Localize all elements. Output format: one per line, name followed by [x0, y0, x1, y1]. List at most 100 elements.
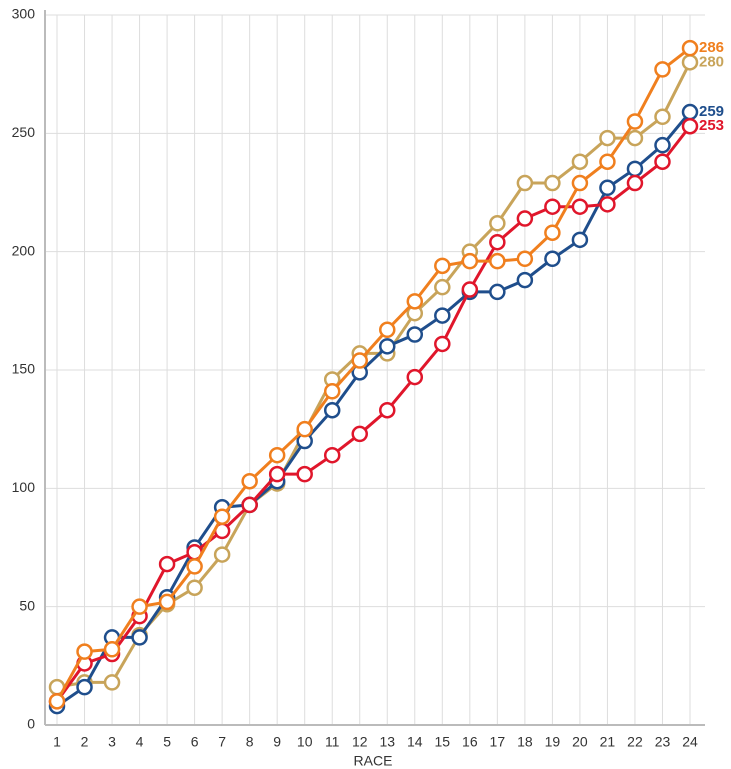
- point: [296, 465, 313, 483]
- x-tick-label: 17: [490, 734, 506, 750]
- point: [681, 117, 699, 135]
- point: [681, 103, 699, 121]
- y-tick-label: 200: [12, 242, 36, 258]
- point: [461, 252, 479, 270]
- x-tick-label: 6: [191, 734, 199, 750]
- series-line: [55, 46, 691, 703]
- point: [379, 321, 396, 339]
- point: [158, 555, 176, 573]
- point: [213, 546, 231, 563]
- point: [434, 257, 451, 275]
- point: [599, 129, 616, 147]
- point: [516, 174, 534, 192]
- point: [406, 293, 424, 310]
- x-tick-label: 16: [462, 734, 478, 750]
- x-tick-label: 19: [545, 734, 561, 750]
- point: [186, 579, 203, 596]
- point: [323, 446, 341, 464]
- point: [323, 383, 341, 400]
- y-tick-label: 250: [12, 124, 36, 140]
- point: [48, 693, 66, 710]
- point: [599, 179, 616, 197]
- x-tick-label: 22: [627, 734, 643, 750]
- point: [434, 335, 451, 353]
- point: [103, 641, 121, 658]
- point: [131, 629, 148, 646]
- x-tick-label: 10: [297, 734, 313, 750]
- x-tick-label: 23: [655, 734, 671, 750]
- point: [516, 210, 534, 227]
- y-tick-label: 50: [19, 597, 35, 613]
- point: [434, 278, 451, 296]
- point: [571, 231, 589, 249]
- x-tick-label: 12: [352, 734, 368, 750]
- x-axis-label: RACE: [354, 753, 393, 769]
- point: [158, 593, 176, 611]
- point: [599, 153, 616, 170]
- point: [489, 215, 506, 232]
- point: [571, 174, 589, 192]
- point: [599, 196, 616, 213]
- point: [544, 198, 561, 215]
- x-tick-label: 1: [53, 734, 61, 750]
- point: [186, 558, 203, 575]
- point: [681, 39, 699, 57]
- end-label: 259: [699, 103, 724, 120]
- point: [131, 598, 148, 615]
- point: [241, 472, 258, 490]
- point: [516, 271, 534, 289]
- end-label: 253: [699, 117, 724, 134]
- x-tick-label: 7: [218, 734, 226, 750]
- x-tick-label: 14: [407, 734, 423, 750]
- point: [626, 160, 644, 178]
- point: [296, 420, 313, 438]
- point: [654, 153, 671, 170]
- x-tick-label: 13: [379, 734, 395, 750]
- series-line: [56, 111, 692, 708]
- point: [406, 368, 424, 386]
- point: [654, 61, 671, 78]
- end-label: 286: [699, 39, 724, 56]
- x-tick-label: 5: [163, 734, 171, 750]
- point: [489, 283, 506, 301]
- x-tick-label: 15: [435, 734, 451, 750]
- point: [626, 113, 644, 130]
- point: [654, 108, 671, 126]
- point: [571, 198, 589, 215]
- point: [213, 508, 231, 525]
- point: [654, 136, 671, 154]
- point: [76, 678, 93, 696]
- point: [379, 401, 396, 419]
- end-label: 280: [699, 53, 724, 70]
- point: [103, 674, 121, 691]
- point: [544, 224, 561, 241]
- x-tick-label: 20: [572, 734, 588, 750]
- y-tick-label: 150: [12, 361, 36, 377]
- x-tick-label: 9: [273, 734, 281, 750]
- x-tick-label: 21: [600, 734, 616, 750]
- x-tick-label: 3: [108, 734, 116, 750]
- point: [626, 129, 644, 147]
- x-tick-label: 24: [682, 734, 698, 750]
- point: [489, 252, 506, 270]
- point: [489, 233, 506, 251]
- point: [323, 401, 341, 419]
- point: [571, 153, 589, 170]
- y-tick-label: 0: [27, 716, 35, 732]
- point: [434, 307, 451, 324]
- x-tick-label: 11: [325, 734, 340, 750]
- point: [76, 643, 93, 660]
- point: [379, 338, 396, 355]
- point: [268, 465, 286, 483]
- point: [268, 446, 286, 464]
- point: [406, 326, 424, 343]
- y-tick-label: 100: [12, 479, 36, 495]
- x-tick-label: 4: [136, 734, 144, 750]
- point: [241, 496, 258, 514]
- point: [544, 174, 561, 192]
- point: [461, 281, 479, 298]
- point: [351, 352, 368, 369]
- y-tick-label: 300: [12, 6, 36, 22]
- x-tick-label: 2: [81, 734, 89, 750]
